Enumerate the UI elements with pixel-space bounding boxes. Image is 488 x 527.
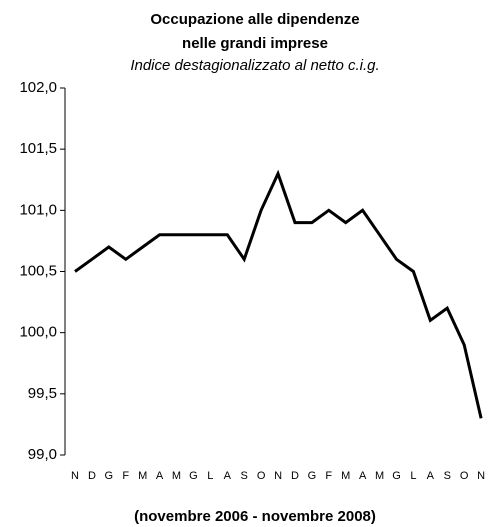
y-tick-label: 100,5 bbox=[19, 262, 57, 279]
x-tick-label: M bbox=[172, 470, 181, 482]
x-tick-label: N bbox=[477, 470, 485, 482]
x-tick-label: A bbox=[427, 470, 435, 482]
y-tick-label: 100,0 bbox=[19, 324, 57, 341]
x-tick-label: O bbox=[460, 470, 469, 482]
x-tick-label: N bbox=[71, 470, 79, 482]
x-tick-label: A bbox=[224, 470, 232, 482]
x-tick-label: L bbox=[410, 470, 416, 482]
y-tick-label: 101,0 bbox=[19, 201, 57, 218]
x-tick-label: F bbox=[325, 470, 332, 482]
x-tick-label: F bbox=[122, 470, 129, 482]
x-tick-label: L bbox=[207, 470, 213, 482]
chart-title: nelle grandi imprese bbox=[182, 35, 328, 52]
x-tick-label: G bbox=[189, 470, 198, 482]
x-tick-label: S bbox=[444, 470, 451, 482]
x-tick-label: G bbox=[105, 470, 114, 482]
chart-subtitle: Indice destagionalizzato al netto c.i.g. bbox=[130, 57, 379, 74]
y-tick-label: 99,5 bbox=[28, 385, 57, 402]
x-tick-label: M bbox=[375, 470, 384, 482]
y-tick-label: 102,0 bbox=[19, 79, 57, 96]
footnote: (novembre 2006 - novembre 2008) bbox=[134, 508, 376, 525]
x-tick-label: O bbox=[257, 470, 266, 482]
x-tick-label: M bbox=[138, 470, 147, 482]
x-tick-label: D bbox=[291, 470, 299, 482]
x-tick-label: N bbox=[274, 470, 282, 482]
x-tick-label: D bbox=[88, 470, 96, 482]
x-tick-label: M bbox=[341, 470, 350, 482]
y-tick-label: 99,0 bbox=[28, 446, 57, 463]
data-line bbox=[74, 169, 483, 419]
y-tick-label: 101,5 bbox=[19, 140, 57, 157]
x-tick-label: G bbox=[392, 470, 401, 482]
x-tick-label: G bbox=[308, 470, 317, 482]
x-tick-label: A bbox=[359, 470, 367, 482]
chart-title: Occupazione alle dipendenze bbox=[150, 11, 359, 28]
x-tick-label: A bbox=[156, 470, 164, 482]
x-tick-label: S bbox=[241, 470, 248, 482]
